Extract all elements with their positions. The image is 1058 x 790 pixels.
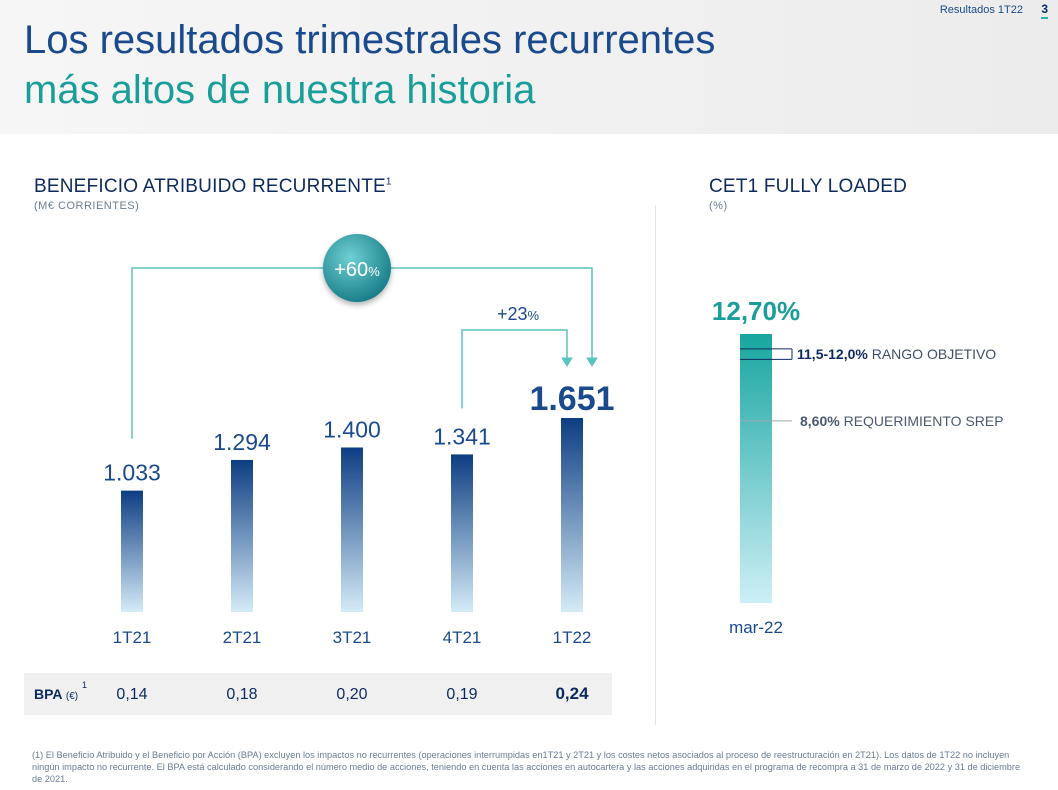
left-chart-title: BENEFICIO ATRIBUIDO RECURRENTE1 — [34, 176, 392, 198]
bpa-value-1T22: 0,24 — [555, 684, 589, 703]
bar-value-label-3T21: 1.400 — [323, 416, 381, 442]
x-tick-label-3T21: 3T21 — [333, 628, 372, 647]
right-chart-title: CET1 FULLY LOADED — [709, 176, 908, 197]
bpa-value-4T21: 0,19 — [446, 686, 477, 703]
x-tick-label-4T21: 4T21 — [443, 628, 482, 647]
left-chart-title-text: BENEFICIO ATRIBUIDO RECURRENTE — [34, 176, 386, 197]
page-number: 3 — [1041, 2, 1048, 19]
cet1-x-tick-label: mar-22 — [729, 618, 783, 637]
header-band: Los resultados trimestrales recurrentes … — [0, 0, 1058, 134]
bar-value-label-1T22: 1.651 — [529, 380, 614, 418]
page-title-line1: Los resultados trimestrales recurrentes — [24, 18, 716, 62]
bpa-row-label-sup: 1 — [82, 680, 87, 690]
bar-3T21 — [341, 447, 363, 612]
growth-arrowhead-60 — [586, 357, 598, 367]
bar-1T22 — [561, 418, 583, 612]
right-chart-subtitle: (%) — [709, 200, 728, 212]
panel-divider — [655, 205, 656, 725]
footnote: (1) El Beneficio Atribuido y el Benefici… — [32, 750, 1021, 784]
cet1-value-label: 12,70% — [712, 296, 800, 326]
growth-arrowhead-23 — [561, 357, 573, 367]
bpa-row-label: BPA (€) — [34, 686, 78, 702]
growth-connector-23 — [461, 329, 568, 409]
bpa-value-2T21: 0,18 — [226, 686, 257, 703]
bar-value-label-4T21: 1.341 — [433, 423, 491, 449]
ref-label-srep: 8,60% REQUERIMIENTO SREP — [800, 413, 1004, 429]
bar-value-label-1T21: 1.033 — [103, 460, 161, 486]
growth-badge-label-60: +60% — [334, 259, 380, 281]
bar-4T21 — [451, 454, 473, 612]
bpa-value-1T21: 0,14 — [116, 686, 147, 703]
bpa-value-3T21: 0,20 — [336, 686, 367, 703]
bar-1T21 — [121, 490, 143, 612]
section-label: Resultados 1T22 — [939, 4, 1023, 16]
x-tick-label-1T22: 1T22 — [553, 628, 592, 647]
bpa-row-background — [24, 673, 612, 715]
x-tick-label-2T21: 2T21 — [223, 628, 262, 647]
page-title-line2: más altos de nuestra historia — [24, 68, 536, 112]
left-chart-subtitle: (M€ CORRIENTES) — [34, 200, 140, 212]
left-chart-title-sup: 1 — [385, 176, 392, 188]
growth-label-23: +23% — [497, 304, 540, 324]
ref-label-rango-objetivo: 11,5-12,0% RANGO OBJETIVO — [797, 346, 996, 362]
cet1-bar-mar-22 — [740, 334, 772, 603]
growth-badge-circle — [323, 234, 391, 302]
charts-canvas: 1.033 1T21 1.294 2T21 1.400 3T21 1.341 4T21 1.65… — [24, 234, 1004, 715]
bar-2T21 — [231, 459, 253, 612]
x-tick-label-1T21: 1T21 — [113, 628, 152, 647]
bar-value-label-2T21: 1.294 — [213, 429, 271, 455]
